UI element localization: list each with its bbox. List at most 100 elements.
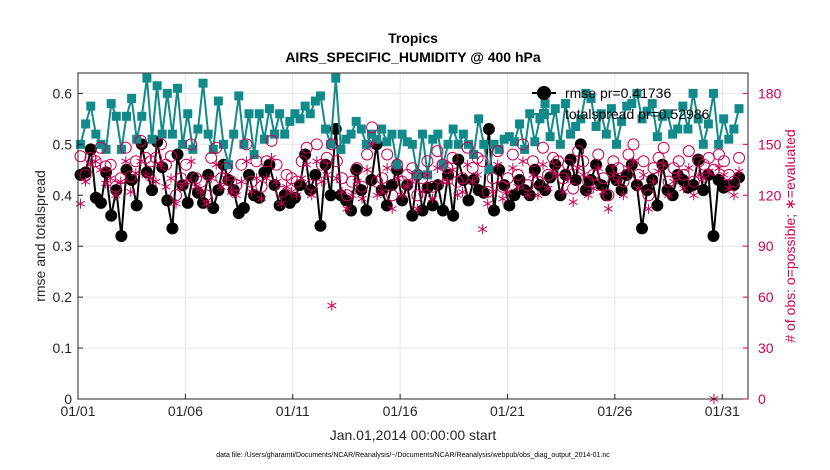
totalspread-point	[397, 129, 407, 139]
x-tick-label: 01/31	[705, 403, 740, 419]
possible-obs-point	[426, 180, 439, 193]
totalspread-point	[132, 134, 142, 144]
possible-obs-point	[255, 180, 268, 193]
ticks: 0 0.1 0.2 0.3 0.4 0.5 0.6 0 30 60 90 120 150 180 01/01…	[53, 85, 782, 419]
evaluated-obs-point	[161, 181, 171, 192]
possible-obs-point	[74, 150, 87, 163]
evaluated-obs-point	[664, 190, 674, 201]
rmse-point	[345, 204, 358, 217]
rmse-point	[447, 209, 460, 222]
rmse-point	[130, 199, 143, 212]
possible-obs-point	[310, 138, 323, 151]
legend-totalspread-label: totalspread pr=0.52986	[565, 106, 710, 122]
evaluated-obs-point	[347, 190, 357, 201]
evaluated-obs-point	[623, 163, 634, 174]
rmse-point	[426, 199, 439, 212]
possible-obs-point	[350, 162, 363, 175]
possible-obs-point	[637, 155, 650, 168]
totalspread-point	[504, 132, 514, 142]
rmse-point	[120, 163, 133, 176]
totalspread-point	[356, 124, 366, 134]
evaluated-obs-point	[493, 159, 503, 170]
evaluated-obs-point	[643, 203, 654, 214]
totalspread-point	[402, 137, 412, 147]
evaluated-obs-point	[407, 176, 417, 187]
possible-obs-point	[682, 145, 695, 158]
totalspread-point	[428, 134, 438, 144]
evaluated-obs-point	[583, 190, 593, 201]
totalspread-point	[167, 129, 177, 139]
totalspread-point	[499, 134, 509, 144]
y-axis-right-label: # of obs: o=possible; ∗=evaluated	[782, 129, 798, 342]
evaluated-obs-point	[719, 169, 729, 180]
evaluated-obs-point	[191, 181, 201, 192]
totalspread-point	[586, 93, 596, 103]
totalspread-point	[540, 99, 550, 109]
totalspread-point	[474, 114, 484, 124]
totalspread-point	[290, 109, 300, 119]
possible-obs-point	[381, 148, 394, 161]
totalspread-point	[484, 165, 494, 175]
totalspread-point	[264, 104, 274, 114]
rmse-point	[666, 189, 679, 202]
evaluated-obs-point	[518, 156, 528, 167]
legend-rmse-marker	[537, 86, 551, 100]
totalspread-point	[213, 96, 223, 106]
evaluated-obs-point	[729, 190, 739, 201]
rmse-point	[166, 222, 179, 235]
evaluated-obs-point	[111, 190, 121, 201]
totalspread-point	[719, 114, 729, 124]
totalspread-point	[137, 111, 147, 121]
rmse-point	[452, 153, 465, 166]
evaluated-obs-point	[307, 190, 317, 201]
evaluated-obs-point	[654, 166, 664, 177]
possible-obs-point	[325, 138, 338, 151]
rmse-point	[406, 209, 419, 222]
evaluated-obs-point	[221, 173, 231, 184]
rmse-point	[380, 199, 393, 212]
totalspread-point	[305, 109, 315, 119]
totalspread-point	[86, 101, 96, 111]
evaluated-obs-point	[427, 193, 437, 204]
x-axis-label: Jan.01,2014 00:00:00 start	[330, 427, 497, 443]
evaluated-obs-point	[608, 169, 618, 180]
totalspread-point	[121, 111, 131, 121]
totalspread-point	[698, 139, 708, 149]
possible-obs-point	[476, 155, 489, 168]
evaluated-obs-point	[352, 176, 362, 187]
evaluated-obs-point	[91, 156, 101, 167]
evaluated-obs-point	[432, 163, 443, 174]
evaluated-obs-point	[176, 181, 186, 192]
evaluated-obs-point	[211, 159, 221, 170]
rmse-point	[125, 173, 138, 186]
totalspread-point	[591, 121, 601, 131]
possible-obs-point	[672, 155, 685, 168]
evaluated-obs-point	[573, 163, 583, 174]
totalspread-point	[218, 139, 228, 149]
rmse-point	[482, 123, 495, 136]
y-tick-label: 0.1	[53, 340, 73, 356]
totalspread-point	[678, 101, 688, 111]
evaluated-obs-point	[734, 166, 744, 177]
evaluated-obs-point	[689, 190, 699, 201]
rmse-point	[436, 204, 449, 217]
possible-obs-point	[164, 150, 177, 163]
evaluated-obs-point	[151, 176, 161, 187]
evaluated-obs-point	[679, 183, 689, 194]
possible-obs-point	[567, 182, 580, 195]
totalspread-point	[407, 139, 417, 149]
possible-obs-point	[366, 121, 379, 134]
possible-obs-point	[240, 138, 253, 151]
evaluated-obs-point	[503, 186, 513, 197]
possible-obs-point	[265, 134, 278, 147]
evaluated-obs-point	[382, 163, 392, 174]
totalspread-point	[346, 129, 356, 139]
footer-datafile: data file: /Users/gharamti/Documents/NCA…	[216, 452, 610, 459]
y-tick-label: 0.3	[53, 238, 73, 254]
totalspread-point	[642, 106, 652, 116]
evaluated-obs-point	[101, 178, 111, 189]
evaluated-obs-point	[322, 169, 332, 180]
totalspread-point	[147, 134, 157, 144]
totalspread-point	[714, 139, 724, 149]
